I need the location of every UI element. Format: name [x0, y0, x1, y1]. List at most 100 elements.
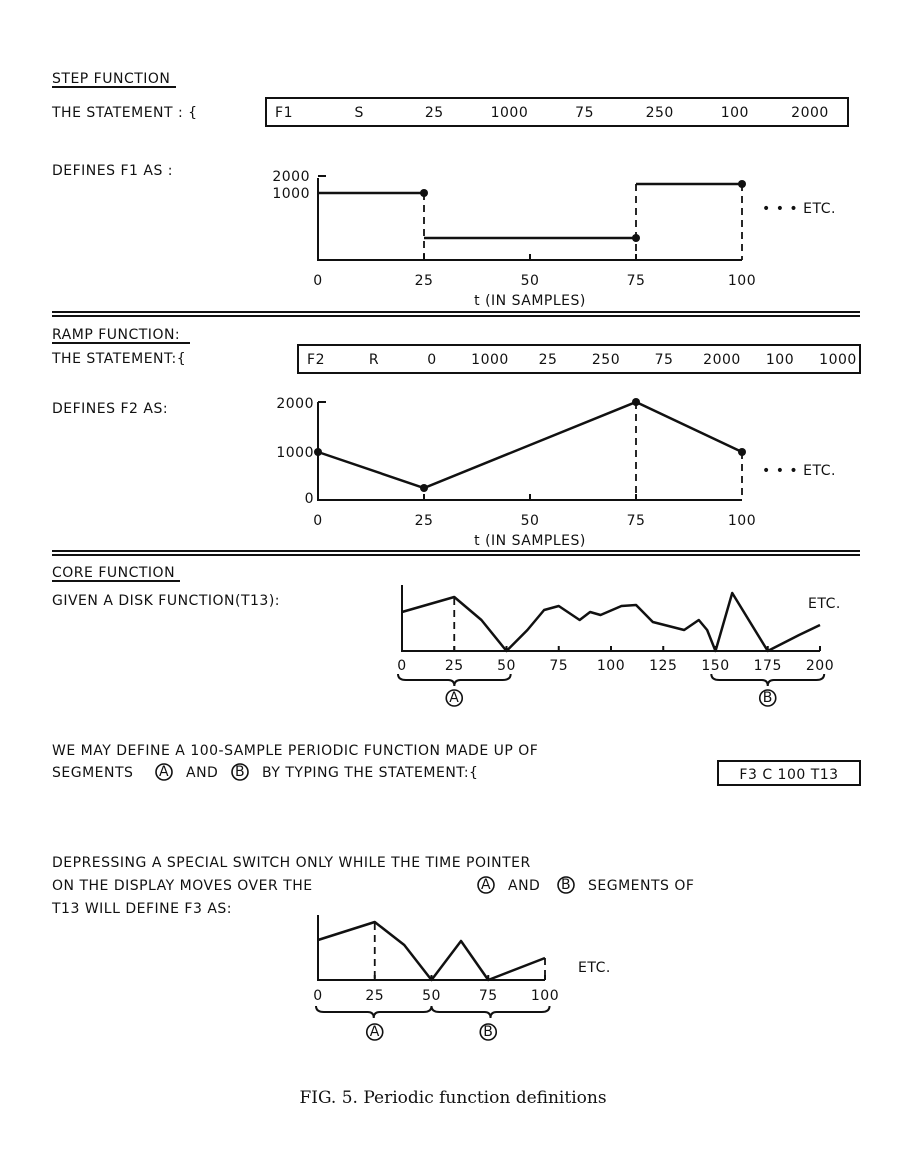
x-tick-label: 25 [365, 988, 384, 1004]
ramp-line [317, 400, 743, 490]
para1-line1: WE MAY DEFINE A 100-SAMPLE PERIODIC FUNC… [52, 743, 538, 759]
circled-letter: A [449, 690, 459, 706]
x-tick-label: 25 [415, 273, 434, 289]
statement-token: 250 [646, 105, 674, 121]
statement-token: 1000 [819, 352, 857, 368]
circled-letter-icon [231, 763, 249, 781]
segment-brace [710, 673, 826, 687]
y-tick-label: 1000 [272, 186, 310, 202]
segment-brace [397, 673, 512, 687]
statement-token: S [354, 105, 363, 121]
step-statement-label: THE STATEMENT : { [51, 105, 198, 121]
statement-token: 25 [425, 105, 444, 121]
x-tick-label: 200 [806, 658, 834, 674]
x-tick-label: 75 [627, 513, 646, 529]
ramp-defines-label: DEFINES F2 AS: [52, 401, 168, 417]
circled-letter: B [235, 764, 245, 780]
circled-letter: B [763, 690, 773, 706]
statement-token: 250 [592, 352, 620, 368]
circled-letter-icon [365, 1023, 384, 1041]
para1-line2c: BY TYPING THE STATEMENT:{ [262, 765, 478, 781]
x-tick-label: 175 [754, 658, 782, 674]
statement-token: F1 [275, 105, 293, 121]
core-heading: CORE FUNCTION [52, 565, 175, 581]
data-point [314, 448, 322, 456]
step-etc: • • • ETC. [762, 201, 836, 217]
circled-letter-icon [155, 763, 173, 781]
circled-letter: A [481, 877, 491, 893]
axis [317, 178, 742, 261]
x-tick-label: 25 [445, 658, 464, 674]
ramp-etc: • • • ETC. [762, 463, 836, 479]
step-xlabel: t (IN SAMPLES) [474, 293, 586, 309]
ramp-heading: RAMP FUNCTION: [52, 327, 180, 343]
para2-line2b: AND [508, 878, 540, 894]
step-defines-label: DEFINES F1 AS : [52, 163, 173, 179]
para1-line2a: SEGMENTS [52, 765, 133, 781]
y-tick-label: 2000 [272, 169, 310, 185]
ramp-statement-box [297, 344, 861, 374]
x-tick-label: 50 [422, 988, 441, 1004]
segment-brace [430, 1005, 551, 1019]
statement-token: 2000 [791, 105, 829, 121]
para2-line1: DEPRESSING A SPECIAL SWITCH ONLY WHILE T… [52, 855, 531, 871]
circled-letter-icon [557, 876, 575, 894]
circled-letter-icon [758, 689, 777, 707]
axis [401, 585, 820, 652]
axis [317, 402, 742, 501]
circled-letter: B [561, 877, 571, 893]
circled-letter: B [483, 1024, 493, 1040]
statement-token: 75 [575, 105, 594, 121]
circled-letter: A [370, 1024, 380, 1040]
x-tick-label: 0 [397, 658, 406, 674]
para1-line2b: AND [186, 765, 218, 781]
para2-line2c: SEGMENTS OF [588, 878, 694, 894]
statement-token: 0 [427, 352, 436, 368]
x-tick-label: 50 [497, 658, 516, 674]
y-tick-label: 0 [305, 491, 314, 507]
x-tick-label: 75 [627, 273, 646, 289]
x-tick-label: 100 [597, 658, 625, 674]
statement-token: 1000 [491, 105, 529, 121]
para2-line2a: ON THE DISPLAY MOVES OVER THE [52, 878, 313, 894]
ramp-statement-tokens: F2 R 0 1000 25 250 75 2000 100 1000 [307, 352, 857, 368]
step-statement-tokens: F1 S 25 1000 75 250 100 2000 [275, 105, 829, 121]
f3-curve [317, 920, 546, 982]
result-etc: ETC. [578, 960, 611, 976]
core-given-label: GIVEN A DISK FUNCTION(T13): [52, 593, 280, 609]
f3-statement: F3 C 100 T13 [739, 767, 838, 783]
x-tick-label: 25 [415, 513, 434, 529]
x-tick-label: 75 [549, 658, 568, 674]
statement-token: 100 [721, 105, 749, 121]
x-tick-label: 100 [728, 513, 756, 529]
ramp-xlabel: t (IN SAMPLES) [474, 533, 586, 549]
core-etc: ETC. [808, 596, 841, 612]
circled-letter-icon [477, 876, 495, 894]
statement-token: 1000 [471, 352, 509, 368]
disk-function-chart: 0 25 50 75 100 125 150 175 200 A B [397, 585, 834, 707]
disk-function-curve [401, 591, 821, 653]
x-tick-label: 75 [479, 988, 498, 1004]
statement-token: F2 [307, 352, 325, 368]
x-tick-label: 125 [649, 658, 677, 674]
segment-brace [315, 1005, 433, 1019]
step-heading: STEP FUNCTION [52, 71, 170, 87]
statement-token: 75 [655, 352, 674, 368]
x-tick-label: 0 [313, 273, 322, 289]
figure-caption: FIG. 5. Periodic function definitions [299, 1088, 606, 1108]
statement-token: R [369, 352, 379, 368]
para2-line3: T13 WILL DEFINE F3 AS: [51, 901, 232, 917]
x-tick-label: 50 [521, 513, 540, 529]
data-point [420, 484, 428, 492]
x-tick-label: 150 [701, 658, 729, 674]
f3-statement-box [717, 760, 861, 786]
x-tick-label: 50 [521, 273, 540, 289]
circled-letter: A [159, 764, 169, 780]
x-tick-label: 0 [313, 513, 322, 529]
x-tick-label: 100 [531, 988, 559, 1004]
ramp-statement-label: THE STATEMENT:{ [51, 351, 186, 367]
statement-token: 100 [766, 352, 794, 368]
y-tick-label: 2000 [276, 396, 314, 412]
